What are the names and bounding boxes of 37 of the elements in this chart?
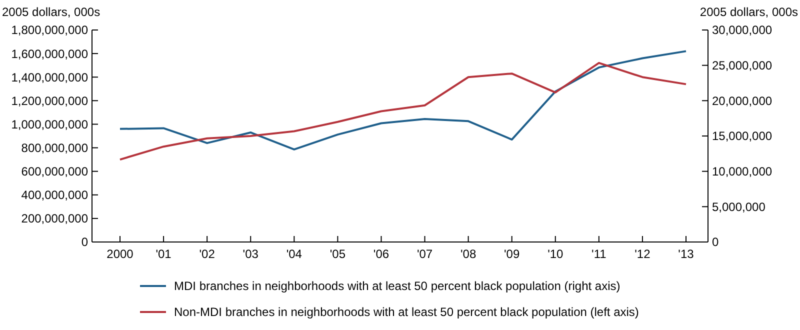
x-tick-label: '12 bbox=[634, 247, 651, 261]
y-tick-label: 1,600,000,000 bbox=[11, 46, 88, 61]
y-tick-label: 800,000,000 bbox=[21, 140, 88, 155]
y-tick-label: 0 bbox=[81, 235, 88, 250]
line-series bbox=[119, 50, 687, 150]
y-tick-label: 1,000,000,000 bbox=[11, 117, 88, 132]
y-tick-label: 1,800,000,000 bbox=[11, 23, 88, 38]
x-tick-label: '06 bbox=[373, 247, 390, 261]
y2-tick-label: 15,000,000 bbox=[712, 129, 772, 144]
legend-label: MDI branches in neighborhoods with at least 50 percent black population (right axis) bbox=[174, 279, 620, 294]
x-tick-label: 2000 bbox=[106, 247, 134, 261]
x-tick-label: '07 bbox=[416, 247, 433, 261]
y2-tick-label: 10,000,000 bbox=[712, 164, 772, 179]
x-tick-label: '02 bbox=[199, 247, 216, 261]
y2-tick-label: 30,000,000 bbox=[712, 23, 772, 38]
x-tick-label: '09 bbox=[504, 247, 520, 261]
y-tick-label: 400,000,000 bbox=[21, 188, 88, 202]
x-tick-label: '11 bbox=[592, 247, 607, 261]
y-tick-label: 1,200,000,000 bbox=[11, 94, 88, 108]
legend-label: Non-MDI branches in neighborhoods with at least 50 percent black population (left axis) bbox=[174, 305, 639, 320]
x-tick-label: '13 bbox=[678, 247, 694, 261]
y-tick-label: 1,400,000,000 bbox=[11, 70, 88, 84]
y-axis-title: 2005 dollars, 000s bbox=[2, 5, 100, 19]
x-tick-label: '10 bbox=[548, 247, 564, 261]
y2-axis-title: 2005 dollars, 000s bbox=[700, 5, 798, 19]
x-tick-label: '08 bbox=[460, 247, 476, 261]
y2-tick-label: 0 bbox=[712, 235, 719, 250]
x-tick-label: '05 bbox=[330, 247, 346, 261]
y-tick-label: 600,000,000 bbox=[21, 164, 88, 179]
y-tick-label: 200,000,000 bbox=[21, 212, 88, 226]
y2-tick-label: 20,000,000 bbox=[712, 94, 772, 108]
y2-tick-label: 5,000,000 bbox=[712, 200, 766, 214]
line-series bbox=[119, 62, 687, 161]
x-tick-label: '03 bbox=[242, 247, 259, 261]
y2-tick-label: 25,000,000 bbox=[712, 58, 772, 73]
x-tick-label: '04 bbox=[286, 247, 302, 261]
x-tick-label: '01 bbox=[156, 247, 172, 261]
